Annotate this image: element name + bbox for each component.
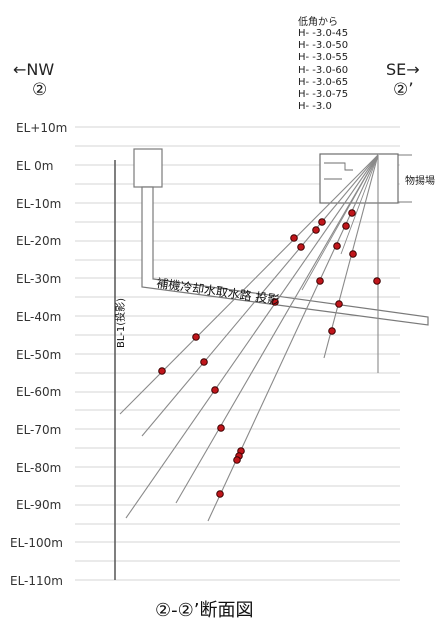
borehole-line-55	[125, 154, 379, 519]
legend-line: H- -3.0-60	[298, 64, 349, 76]
intake-tunnel-body	[141, 186, 429, 326]
survey-point	[211, 386, 219, 394]
legend-line: H- -3.0-55	[298, 52, 349, 64]
survey-point	[158, 367, 166, 375]
elevation-label: EL-110m	[10, 574, 63, 588]
survey-point	[312, 226, 320, 234]
legend: 低角から H- -3.0-45 H- -3.0-50 H- -3.0-55 H-…	[298, 13, 348, 113]
survey-point	[297, 243, 305, 251]
legend-line: H- -3.0-50	[298, 40, 349, 52]
elevation-gridlines	[75, 126, 400, 581]
survey-point	[290, 234, 298, 242]
elevation-label: EL-40m	[16, 310, 62, 324]
direction-right: SE→	[386, 60, 420, 79]
elevation-label: EL-70m	[16, 423, 62, 437]
yard-building	[319, 153, 412, 204]
legend-line: H- -3.0-75	[298, 89, 349, 101]
elevation-label: EL 0m	[16, 159, 54, 173]
elevation-label: EL-100m	[10, 536, 63, 550]
elevation-label: EL-20m	[16, 234, 62, 248]
borehole-line-60	[175, 154, 379, 504]
survey-point	[348, 209, 356, 217]
elevation-label: EL-60m	[16, 385, 62, 399]
borehole-label: BL-1(投影)	[114, 298, 127, 348]
inclined-borehole-lines	[119, 154, 379, 522]
legend-title: 低角から	[298, 17, 338, 28]
elevation-label: EL-50m	[16, 348, 62, 362]
elevation-label: EL+10m	[16, 121, 68, 135]
survey-point	[342, 222, 350, 230]
borehole-line-50	[141, 154, 379, 437]
legend-line: H- -3.0-45	[298, 28, 349, 39]
survey-point	[349, 250, 357, 258]
survey-point	[233, 456, 241, 464]
tunnel-label: 補機冷却水取水路 投影	[156, 275, 281, 307]
intake-tunnel	[133, 148, 429, 326]
elevation-label: EL-90m	[16, 498, 62, 512]
diagram-caption: ②-②’断面図	[155, 600, 254, 621]
survey-point	[318, 218, 326, 226]
direction-left: ←NW	[13, 60, 55, 79]
elevation-label: EL-80m	[16, 461, 62, 475]
survey-point	[335, 300, 343, 308]
survey-point	[216, 490, 224, 498]
survey-point	[316, 277, 324, 285]
elevation-label: EL-10m	[16, 197, 62, 211]
survey-point	[192, 333, 200, 341]
direction-left-mark: ②	[32, 80, 48, 100]
survey-point	[271, 298, 279, 306]
survey-points	[158, 209, 381, 498]
survey-point	[200, 358, 208, 366]
legend-line: H- -3.0-65	[298, 76, 349, 88]
legend-line: H- -3.0	[298, 101, 332, 113]
direction-right-mark: ②’	[393, 80, 414, 100]
intake-shaft-box	[133, 148, 163, 188]
survey-point	[328, 327, 336, 335]
survey-point	[373, 277, 381, 285]
survey-point	[217, 424, 225, 432]
elevation-label: EL-30m	[16, 272, 62, 286]
survey-point	[333, 242, 341, 250]
yard-label: 物揚場	[405, 176, 435, 187]
